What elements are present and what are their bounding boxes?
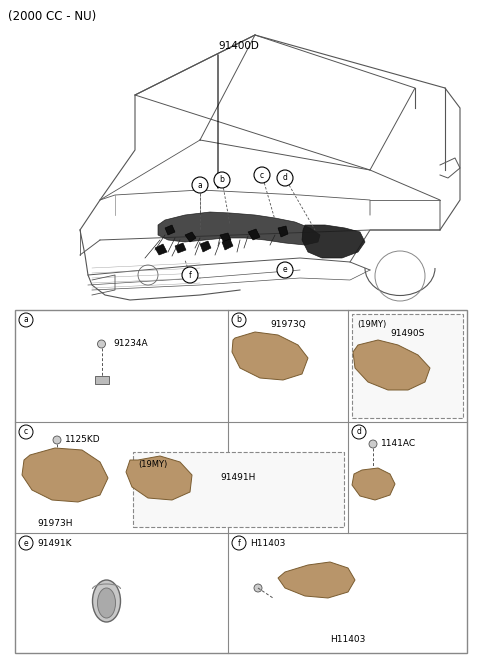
Ellipse shape [93,580,120,622]
Text: f: f [189,270,192,279]
Text: d: d [283,173,288,182]
Polygon shape [158,212,320,245]
Circle shape [19,313,33,327]
Polygon shape [165,225,175,235]
Text: 1125KD: 1125KD [65,436,101,445]
Bar [352,314,463,418]
Text: c: c [260,171,264,180]
Circle shape [19,425,33,439]
Text: 91234A: 91234A [113,340,148,348]
Polygon shape [302,225,365,258]
Text: 91400D: 91400D [218,41,259,51]
Polygon shape [126,456,192,500]
Polygon shape [278,226,288,237]
Bar [15,310,467,653]
Text: H11403: H11403 [250,539,286,548]
Text: b: b [219,176,225,184]
Polygon shape [353,340,430,390]
Circle shape [53,436,61,444]
Text: 91973Q: 91973Q [270,319,306,329]
Circle shape [254,584,262,592]
Polygon shape [232,332,308,380]
Text: 91491H: 91491H [221,472,256,482]
Polygon shape [248,229,260,240]
Polygon shape [200,241,211,252]
Text: a: a [24,316,28,325]
Text: 91973H: 91973H [37,518,73,527]
Text: b: b [237,316,241,325]
Polygon shape [175,243,186,253]
Circle shape [254,167,270,183]
Bar [133,452,344,527]
Circle shape [19,536,33,550]
Circle shape [369,440,377,448]
Text: f: f [238,539,240,548]
Text: a: a [198,180,203,190]
Circle shape [214,172,230,188]
Polygon shape [220,233,231,243]
Polygon shape [185,232,196,242]
Text: 1141AC: 1141AC [381,440,416,449]
Circle shape [352,425,366,439]
Text: (2000 CC - NU): (2000 CC - NU) [8,10,96,23]
Circle shape [232,536,246,550]
Polygon shape [22,448,108,502]
Text: 91491K: 91491K [38,539,72,548]
Polygon shape [222,239,233,250]
Circle shape [277,170,293,186]
Polygon shape [278,562,355,598]
Circle shape [97,340,106,348]
Polygon shape [352,468,395,500]
Polygon shape [155,244,167,255]
Text: (19MY): (19MY) [357,319,386,329]
Text: 91490S: 91490S [390,329,425,338]
Text: d: d [357,428,361,436]
Ellipse shape [97,588,116,618]
Circle shape [277,262,293,278]
Text: e: e [283,266,288,274]
Text: c: c [24,428,28,436]
Text: e: e [24,539,28,548]
Circle shape [232,313,246,327]
Circle shape [192,177,208,193]
Bar [95,376,108,384]
Text: H11403: H11403 [330,634,365,644]
Text: (19MY): (19MY) [138,459,167,468]
Circle shape [182,267,198,283]
